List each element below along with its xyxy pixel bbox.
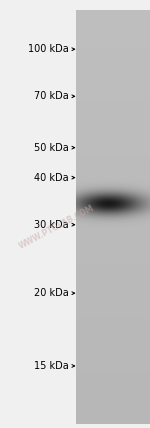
- Text: 70 kDa: 70 kDa: [34, 91, 69, 101]
- Text: 100 kDa: 100 kDa: [28, 44, 69, 54]
- Text: 15 kDa: 15 kDa: [34, 361, 69, 371]
- Text: 30 kDa: 30 kDa: [34, 220, 69, 230]
- Text: 20 kDa: 20 kDa: [34, 288, 69, 298]
- Text: 40 kDa: 40 kDa: [34, 172, 69, 183]
- Text: 50 kDa: 50 kDa: [34, 143, 69, 153]
- Text: WWW.PTGLAB.COM: WWW.PTGLAB.COM: [18, 203, 96, 250]
